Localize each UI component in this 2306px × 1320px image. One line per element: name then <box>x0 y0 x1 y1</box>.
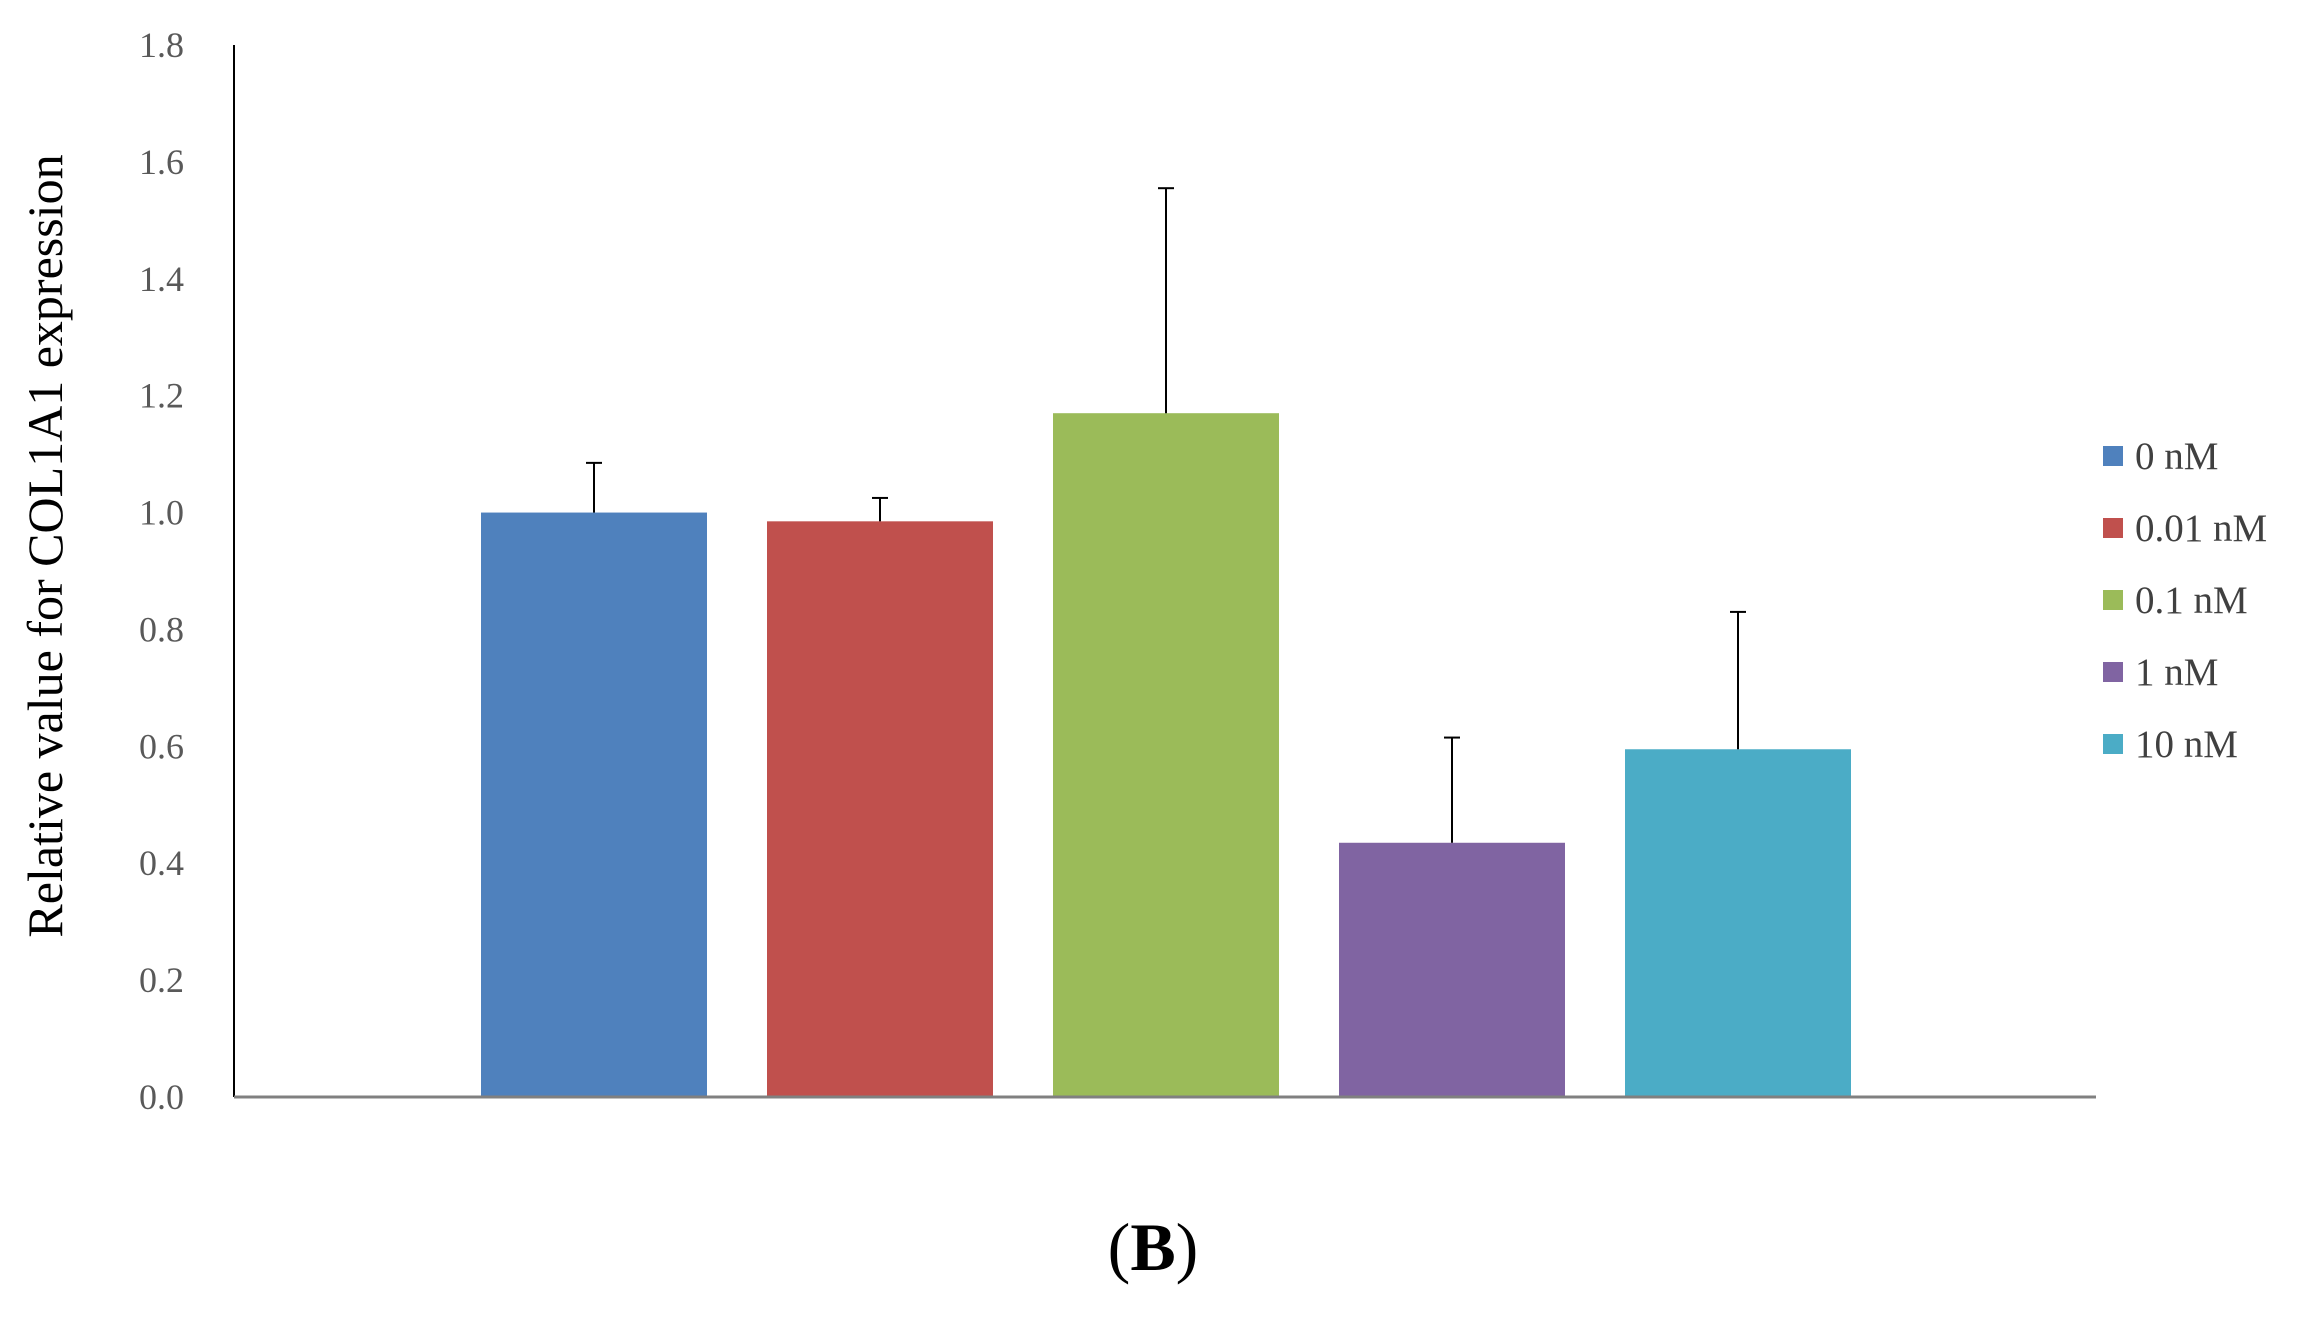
y-tick-label: 1.8 <box>139 25 184 65</box>
legend: 0 nM 0.01 nM 0.1 nM 1 nM 10 nM <box>2103 435 2267 766</box>
legend-swatch <box>2103 734 2123 754</box>
legend-label: 10 nM <box>2135 723 2238 766</box>
bar <box>1625 749 1851 1097</box>
panel-label-letter: B <box>1130 1209 1176 1285</box>
error-bar <box>1444 736 1460 843</box>
legend-label: 0.01 nM <box>2135 507 2267 550</box>
y-axis-label: Relative value for COL1A1 expression <box>17 154 73 937</box>
error-bar <box>872 496 888 522</box>
panel-label-open: ( <box>1107 1209 1131 1285</box>
legend-swatch <box>2103 590 2123 610</box>
panel-label: (B) <box>0 1208 2306 1287</box>
error-bars-layer <box>586 187 1746 843</box>
y-tick-label: 1.4 <box>139 259 184 299</box>
y-tick-label: 0.6 <box>139 726 184 766</box>
y-tick-labels: 0.0 0.2 0.4 0.6 0.8 1.0 1.2 1.4 1.6 1.8 <box>139 25 184 1117</box>
error-bar <box>586 461 602 513</box>
legend-swatch <box>2103 446 2123 466</box>
y-tick-label: 1.2 <box>139 376 184 416</box>
bar <box>1339 842 1565 1097</box>
bar <box>481 512 707 1097</box>
y-tick-label: 1.6 <box>139 142 184 182</box>
bar <box>1053 413 1279 1097</box>
bars-layer <box>481 413 1851 1097</box>
panel-label-close: ) <box>1175 1209 1199 1285</box>
y-tick-label: 0.4 <box>139 843 184 883</box>
legend-label: 1 nM <box>2135 651 2218 694</box>
y-tick-label: 1.0 <box>139 493 184 533</box>
legend-swatch <box>2103 662 2123 682</box>
error-bar <box>1158 187 1174 414</box>
legend-label: 0.1 nM <box>2135 579 2248 622</box>
legend-label: 0 nM <box>2135 435 2218 478</box>
y-tick-label: 0.2 <box>139 960 184 1000</box>
error-bar <box>1730 610 1746 750</box>
y-tick-label: 0.8 <box>139 609 184 649</box>
bar <box>767 521 993 1097</box>
y-tick-label: 0.0 <box>139 1077 184 1117</box>
legend-swatch <box>2103 518 2123 538</box>
